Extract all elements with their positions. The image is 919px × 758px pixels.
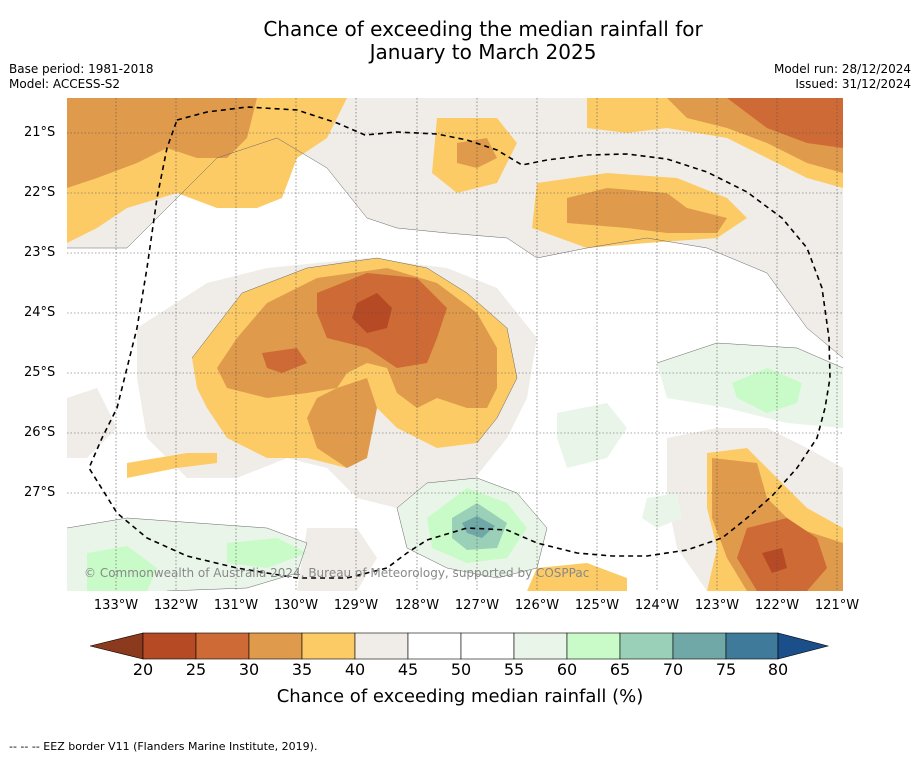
colorbar-tick: 40 bbox=[344, 660, 366, 679]
colorbar-segment bbox=[407, 632, 462, 660]
base-period: Base period: 1981-2018 bbox=[9, 62, 154, 76]
colorbar-title: Chance of exceeding median rainfall (%) bbox=[276, 686, 644, 707]
lat-label: 25°S bbox=[24, 365, 56, 380]
colorbar-tick: 50 bbox=[450, 660, 472, 679]
colorbar-tick: 60 bbox=[556, 660, 578, 679]
colorbar-extend-low bbox=[90, 632, 144, 660]
title-line-2: January to March 2025 bbox=[369, 40, 597, 64]
lon-label: 129°W bbox=[333, 598, 379, 613]
colorbar-segment bbox=[301, 632, 356, 660]
colorbar-extend-high bbox=[777, 632, 830, 660]
colorbar-segment bbox=[566, 632, 621, 660]
colorbar-tick: 80 bbox=[767, 660, 789, 679]
colorbar-tick: 70 bbox=[662, 660, 684, 679]
graticule bbox=[67, 98, 843, 591]
colorbar-segment bbox=[142, 632, 197, 660]
eez-border bbox=[88, 106, 831, 579]
colorbar-tick: 65 bbox=[609, 660, 631, 679]
colorbar-segment bbox=[672, 632, 727, 660]
copyright-note: © Commonwealth of Australia 2024, Bureau… bbox=[84, 566, 590, 580]
colorbar-tick: 55 bbox=[503, 660, 525, 679]
colorbar-segment bbox=[195, 632, 250, 660]
colorbar-segment bbox=[725, 632, 779, 660]
lon-label: 125°W bbox=[574, 598, 620, 613]
colorbar-segment bbox=[354, 632, 409, 660]
lon-label: 124°W bbox=[634, 598, 680, 613]
lon-label: 130°W bbox=[273, 598, 319, 613]
lat-label: 27°S bbox=[24, 485, 56, 500]
title-line-1: Chance of exceeding the median rainfall … bbox=[263, 17, 703, 41]
colorbar bbox=[90, 632, 830, 660]
colorbar-tick: 45 bbox=[397, 660, 419, 679]
lon-label: 132°W bbox=[153, 598, 199, 613]
footer-note: -- -- -- EEZ border V11 (Flanders Marine… bbox=[9, 740, 318, 753]
colorbar-segment bbox=[460, 632, 515, 660]
colorbar-segment bbox=[513, 632, 568, 660]
colorbar-segment bbox=[619, 632, 674, 660]
colorbar-segment bbox=[248, 632, 303, 660]
meta-right: Model run: 28/12/2024 Issued: 31/12/2024 bbox=[774, 62, 911, 92]
lat-label: 23°S bbox=[24, 245, 56, 260]
lon-label: 128°W bbox=[394, 598, 440, 613]
model-name: Model: ACCESS-S2 bbox=[9, 77, 121, 91]
lon-label: 133°W bbox=[93, 598, 139, 613]
lon-label: 131°W bbox=[213, 598, 259, 613]
lon-label: 121°W bbox=[814, 598, 860, 613]
lat-label: 26°S bbox=[24, 425, 56, 440]
lon-label: 123°W bbox=[694, 598, 740, 613]
lon-label: 126°W bbox=[514, 598, 560, 613]
rainfall-map bbox=[67, 98, 843, 591]
meta-left: Base period: 1981-2018 Model: ACCESS-S2 bbox=[9, 62, 154, 92]
lat-label: 21°S bbox=[24, 125, 56, 140]
colorbar-tick: 30 bbox=[238, 660, 260, 679]
colorbar-tick: 25 bbox=[185, 660, 207, 679]
colorbar-tick: 35 bbox=[291, 660, 313, 679]
model-run: Model run: 28/12/2024 bbox=[773, 62, 911, 76]
map-title: Chance of exceeding the median rainfall … bbox=[0, 18, 919, 64]
issued-date: Issued: 31/12/2024 bbox=[795, 77, 911, 91]
lon-label: 127°W bbox=[454, 598, 500, 613]
map-svg bbox=[67, 98, 843, 591]
lat-label: 24°S bbox=[24, 305, 56, 320]
colorbar-tick: 75 bbox=[715, 660, 737, 679]
lat-label: 22°S bbox=[24, 185, 56, 200]
colorbar-tick: 20 bbox=[132, 660, 154, 679]
lon-label: 122°W bbox=[754, 598, 800, 613]
zone-70-75 bbox=[462, 516, 495, 538]
contour-lines bbox=[67, 137, 843, 591]
